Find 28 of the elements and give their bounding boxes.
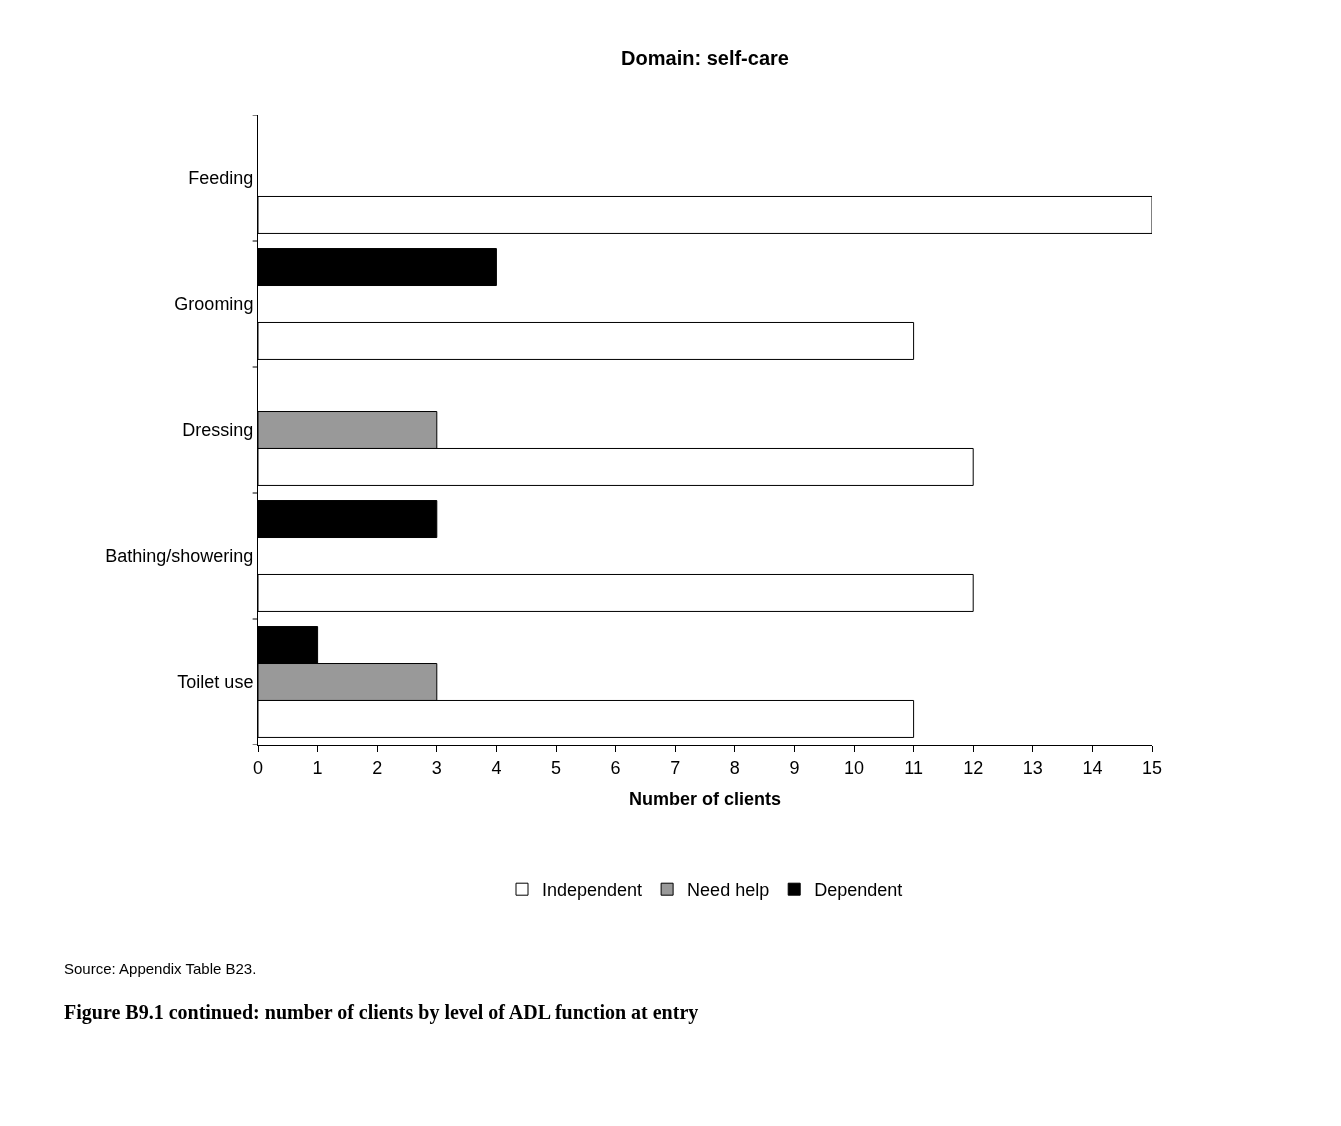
x-tick-label: 15 bbox=[1141, 757, 1163, 778]
x-tick-label: 9 bbox=[789, 757, 800, 778]
x-tick-label: 0 bbox=[252, 757, 264, 778]
y-tick-label: Feeding bbox=[188, 168, 254, 189]
x-tick-label: 4 bbox=[491, 757, 502, 778]
y-tick-label: Toilet use bbox=[177, 672, 254, 693]
y-tick-label: Dressing bbox=[182, 420, 254, 441]
legend-label: Dependent bbox=[814, 880, 903, 901]
x-tick-label: 11 bbox=[904, 757, 923, 778]
y-tick-label: Grooming bbox=[174, 294, 254, 315]
legend-label: Need help bbox=[687, 880, 770, 901]
x-tick-label: 3 bbox=[431, 757, 442, 778]
chart-title: Domain: self-care bbox=[621, 47, 789, 69]
x-tick-label: 10 bbox=[843, 757, 865, 778]
x-tick-label: 6 bbox=[610, 757, 621, 778]
source-note: Source: Appendix Table B23. bbox=[64, 960, 257, 977]
x-axis-title: Number of clients bbox=[628, 788, 782, 809]
x-tick-label: 14 bbox=[1082, 757, 1103, 778]
caption: Figure B9.1 continued: number of clients by level of ADL function at entry bbox=[64, 1001, 699, 1024]
legend-label: Independent bbox=[542, 880, 643, 901]
x-tick-label: 1 bbox=[312, 757, 323, 778]
x-tick-label: 12 bbox=[963, 757, 984, 778]
x-tick-label: 7 bbox=[670, 757, 681, 778]
x-tick-label: 5 bbox=[550, 757, 562, 778]
x-tick-label: 8 bbox=[729, 757, 740, 778]
y-tick-label: Bathing/showering bbox=[105, 546, 254, 567]
x-tick-label: 2 bbox=[372, 757, 383, 778]
x-tick-label: 13 bbox=[1022, 757, 1043, 778]
